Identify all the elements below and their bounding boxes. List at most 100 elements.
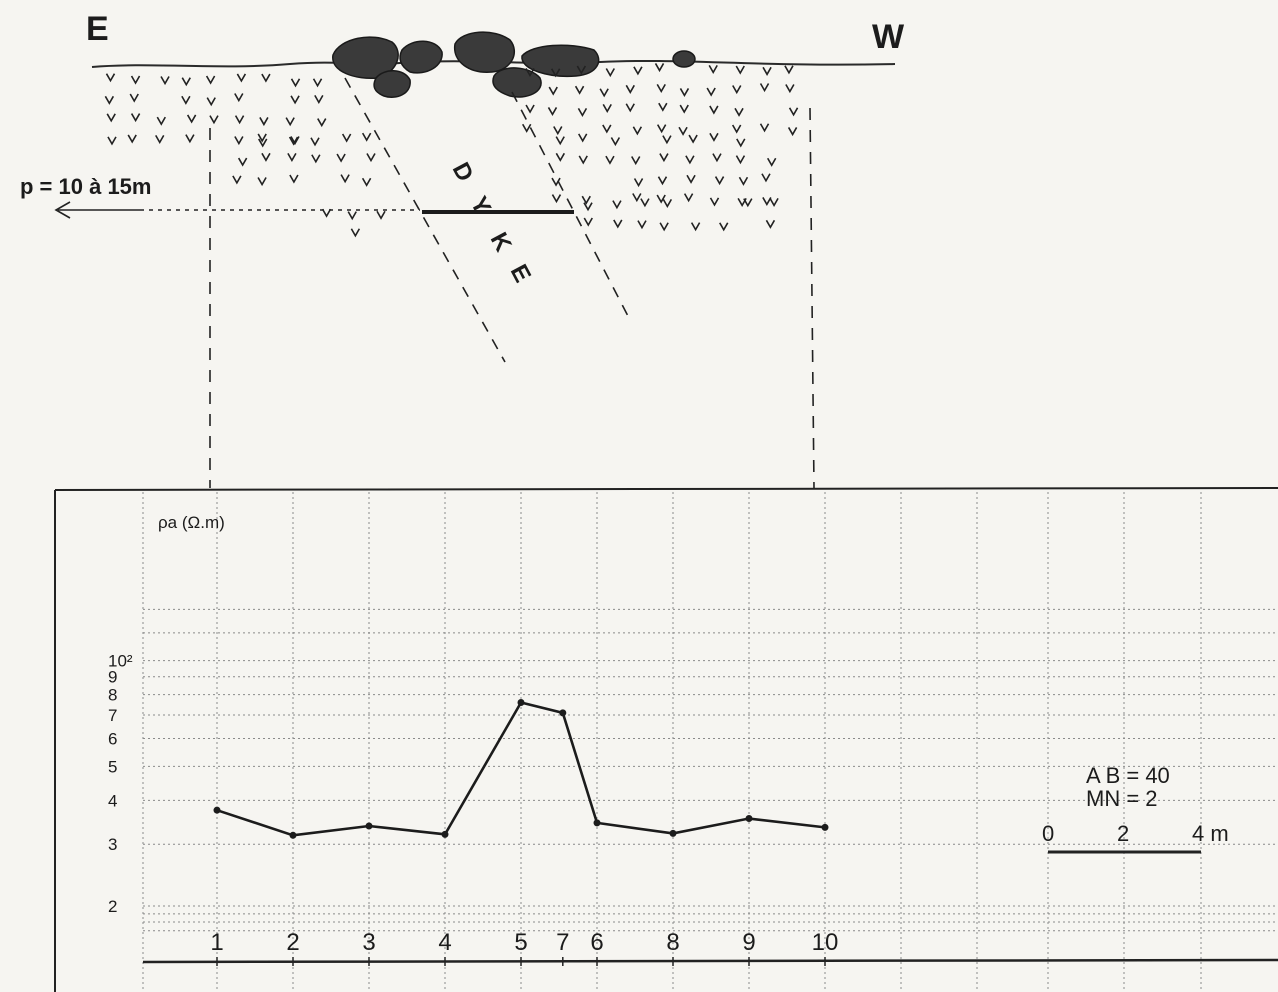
v-mark-128 [583, 217, 593, 227]
scale-label-2: 2 [1117, 821, 1129, 846]
data-point-4 [441, 830, 449, 838]
v-mark-1 [130, 75, 141, 85]
v-mark-23 [285, 117, 295, 127]
v-mark-116 [632, 193, 642, 203]
v-mark-25 [107, 136, 117, 146]
electrode-spacing-note: A B = 40 MN = 2 [1086, 763, 1170, 811]
v-mark-103 [685, 155, 695, 165]
v-mark-36 [361, 132, 372, 142]
v-mark-43 [232, 175, 242, 185]
x-label-2: 2 [286, 929, 299, 956]
v-mark-0 [105, 73, 116, 83]
v-mark-16 [106, 113, 116, 123]
x-label-7: 7 [556, 929, 569, 956]
scale-label-4m: 4 m [1192, 821, 1229, 846]
v-mark-126 [743, 198, 753, 208]
v-mark-35 [341, 133, 352, 143]
v-mark-57 [654, 63, 665, 73]
v-mark-9 [104, 95, 115, 105]
v-mark-66 [656, 84, 666, 94]
v-mark-84 [602, 124, 612, 134]
v-mark-28 [185, 134, 195, 144]
v-mark-96 [709, 132, 719, 142]
x-label-5: 5 [514, 929, 527, 956]
data-point-5 [517, 698, 525, 706]
data-point-10 [821, 823, 829, 831]
v-mark-91 [555, 136, 565, 146]
v-mark-105 [735, 155, 746, 165]
v-mark-86 [656, 124, 667, 134]
v-mark-22 [259, 117, 269, 127]
v-mark-2 [160, 76, 170, 86]
v-mark-26 [127, 134, 137, 144]
v-mark-20 [209, 115, 219, 125]
depth-indicator: p = 10 à 15m [20, 174, 420, 219]
v-mark-7 [290, 78, 301, 88]
v-mark-123 [612, 200, 622, 210]
v-mark-29 [234, 136, 244, 146]
v-mark-95 [688, 134, 698, 144]
y-tick-label-6: 8 [108, 686, 117, 705]
v-mark-94 [662, 135, 672, 145]
x-label-9: 9 [742, 929, 755, 956]
v-mark-15 [314, 95, 324, 105]
v-mark-54 [576, 65, 587, 75]
dyke-label: D Y K E [447, 158, 536, 287]
v-mark-108 [633, 178, 644, 188]
dyke-boundaries [344, 77, 631, 363]
v-mark-131 [659, 222, 669, 232]
v-mark-112 [738, 176, 749, 186]
v-mark-18 [156, 116, 166, 126]
v-mark-5 [236, 73, 247, 83]
v-mark-92 [578, 133, 588, 143]
v-mark-90 [787, 127, 798, 137]
x-label-1: 1 [210, 929, 223, 956]
v-mark-79 [709, 105, 719, 115]
v-mark-85 [632, 126, 643, 136]
v-mark-76 [625, 103, 635, 113]
v-mark-8 [312, 78, 323, 88]
v-mark-82 [521, 123, 532, 133]
y-tick-label-8: 10² [108, 652, 133, 671]
v-mark-60 [762, 66, 772, 76]
v-mark-71 [785, 84, 795, 94]
v-mark-107 [551, 177, 561, 187]
v-mark-51 [350, 228, 361, 238]
east-label: E [86, 10, 109, 48]
v-mark-113 [761, 173, 771, 183]
v-mark-114 [551, 194, 562, 204]
v-mark-31 [290, 136, 300, 146]
v-mark-104 [712, 153, 722, 163]
v-mark-32 [310, 137, 320, 147]
x-label-4: 4 [438, 929, 451, 956]
v-mark-12 [206, 97, 216, 107]
v-mark-111 [714, 176, 725, 186]
v-mark-70 [759, 83, 770, 93]
v-mark-124 [640, 198, 650, 208]
v-mark-80 [734, 107, 744, 117]
x-label-3: 3 [362, 929, 375, 956]
volcanic-texture-marks [104, 63, 799, 238]
v-mark-130 [637, 220, 647, 230]
v-mark-47 [361, 177, 372, 187]
v-mark-45 [289, 174, 299, 184]
v-mark-55 [605, 68, 615, 78]
v-mark-37 [237, 157, 248, 167]
arrow-left-icon [54, 201, 71, 219]
v-mark-75 [602, 103, 612, 113]
scale-bar: 0 2 4 m [1042, 821, 1229, 854]
v-mark-119 [709, 197, 720, 207]
v-mark-4 [205, 75, 216, 85]
dyke-letter-e: E [505, 260, 536, 287]
v-mark-65 [625, 84, 635, 94]
v-mark-87 [678, 126, 688, 136]
v-mark-67 [679, 88, 690, 98]
v-mark-134 [765, 219, 776, 229]
y-tick-label-3: 5 [108, 757, 117, 776]
v-mark-127 [769, 198, 779, 208]
v-mark-41 [336, 153, 346, 163]
v-mark-50 [376, 210, 386, 220]
v-mark-100 [605, 155, 615, 165]
v-mark-30 [258, 138, 268, 148]
